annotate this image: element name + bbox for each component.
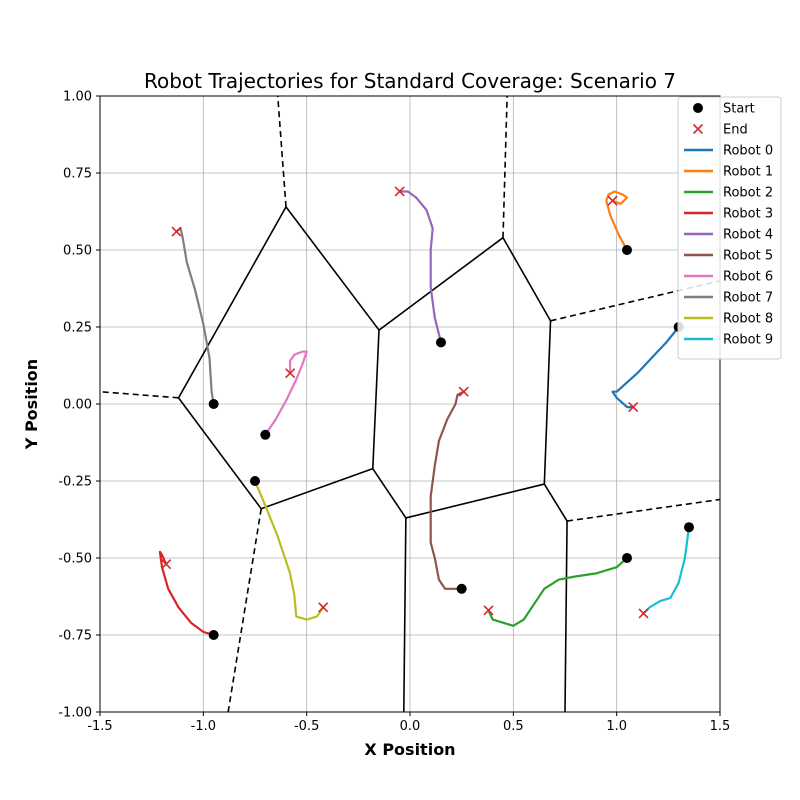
voronoi-edge [543, 483, 568, 522]
start-marker-robot-2 [622, 553, 632, 563]
x-axis-label: X Position [364, 740, 455, 759]
x-tick-label: 1.0 [606, 719, 627, 734]
start-marker-robot-6 [260, 429, 271, 440]
voronoi-edge-dashed [227, 508, 262, 713]
end-marker-robot-3 [161, 559, 172, 570]
legend-label-robot-6: Robot 6 [723, 270, 773, 285]
end-marker-stroke [394, 186, 405, 197]
end-marker-robot-1 [607, 195, 618, 206]
y-tick-label: -0.75 [58, 629, 92, 644]
voronoi-edge [564, 521, 568, 713]
end-marker-stroke [171, 226, 182, 237]
x-tick-label: 1.5 [710, 719, 731, 734]
end-marker-stroke [318, 602, 329, 613]
end-marker-stroke [285, 368, 296, 379]
legend-label-robot-3: Robot 3 [723, 207, 773, 222]
voronoi-edge [405, 483, 545, 519]
trajectory-robot-6 [264, 350, 308, 436]
trajectory-robot-3 [158, 550, 215, 637]
x-tick-labels: -1.5 -1.0 -0.5 0.0 0.5 1.0 1.5 [87, 712, 730, 734]
legend-end-swatch [692, 123, 704, 135]
voronoi-edge [260, 467, 374, 510]
end-marker-robot-5 [458, 386, 469, 397]
start-marker-robot-3 [208, 630, 219, 640]
start-marker-robot-8 [250, 476, 260, 486]
voronoi-edge [502, 237, 552, 322]
end-marker-robot-0 [628, 402, 639, 413]
end-marker-robot-6 [285, 368, 296, 379]
end-marker-robot-7 [171, 226, 182, 237]
legend-label-robot-0: Robot 0 [723, 144, 773, 159]
legend-label-robot-5: Robot 5 [723, 249, 773, 264]
y-tick-label: -0.25 [58, 475, 92, 490]
voronoi-edge-dashed [566, 498, 721, 522]
trajectory-robot-5 [429, 390, 465, 590]
voronoi-edge [285, 206, 380, 331]
voronoi-edge [403, 517, 407, 713]
end-marker-robot-2 [483, 605, 494, 616]
legend-label-robot-2: Robot 2 [723, 186, 773, 201]
legend: Start End Robot 0 Robot 1 Robot 2 Robot 3 Robo… [677, 96, 782, 360]
voronoi-edge [372, 468, 407, 519]
y-axis-label: Y Position [22, 359, 41, 450]
voronoi-edge [378, 237, 504, 331]
trajectory-robot-2 [487, 556, 629, 627]
y-tick-label: 0.50 [63, 244, 92, 259]
x-tick-label: 0.5 [503, 719, 524, 734]
voronoi-edge [543, 320, 552, 485]
y-tick-label: 1.00 [63, 90, 92, 105]
legend-label: End [723, 123, 748, 138]
legend-box [677, 96, 782, 360]
x-tick-label: -0.5 [294, 719, 319, 734]
end-marker-stroke [483, 605, 494, 616]
legend-label-robot-4: Robot 4 [723, 228, 773, 243]
end-marker-stroke [161, 559, 172, 570]
end-marker-stroke [458, 386, 469, 397]
voronoi-edge [177, 206, 287, 399]
y-tick-label: 0.00 [63, 398, 92, 413]
y-tick-label: 0.25 [63, 321, 92, 336]
legend-label-robot-8: Robot 8 [723, 312, 773, 327]
trajectory-robot-4 [398, 190, 443, 344]
start-marker-robot-5 [456, 583, 467, 594]
voronoi-edge-dashed [99, 390, 179, 399]
y-tick-label: 0.75 [63, 167, 92, 182]
start-marker-robot-9 [684, 522, 694, 533]
legend-start-swatch [693, 103, 703, 113]
trajectory-lines [158, 190, 691, 637]
end-marker-stroke [607, 195, 618, 206]
x-tick-label: -1.5 [87, 719, 112, 734]
trajectory-robot-0 [611, 325, 680, 409]
voronoi-edge [372, 330, 380, 469]
y-tick-labels: -1.00 -0.75 -0.50 -0.25 0.00 0.25 0.50 0.75 1.00 [58, 90, 100, 721]
end-marker-robot-8 [318, 602, 329, 613]
end-marker-stroke [628, 402, 639, 413]
chart-title: Robot Trajectories for Standard Coverage… [144, 69, 676, 93]
grid-lines [99, 95, 721, 713]
y-tick-label: -0.50 [58, 552, 92, 567]
end-marker-robot-9 [638, 608, 649, 619]
start-marker-robot-7 [208, 399, 219, 409]
end-marker-robot-4 [394, 186, 405, 197]
trajectory-robot-9 [642, 526, 691, 615]
y-tick-label: -1.00 [58, 706, 92, 721]
voronoi-partition [99, 95, 721, 713]
start-marker-robot-4 [436, 337, 446, 348]
voronoi-edge [177, 397, 262, 510]
trajectory-robot-7 [175, 227, 215, 406]
legend-label-robot-1: Robot 1 [723, 165, 773, 180]
trajectory-robot-8 [253, 479, 325, 621]
legend-label-robot-9: Robot 9 [723, 333, 773, 348]
x-tick-label: -1.0 [191, 719, 216, 734]
trajectory-robot-1 [605, 190, 629, 252]
legend-label: Start [723, 102, 755, 117]
voronoi-edge-dashed [502, 95, 508, 238]
start-end-markers [161, 186, 694, 640]
start-marker-robot-1 [622, 245, 632, 255]
x-tick-label: 0.0 [400, 719, 421, 734]
voronoi-edge-dashed [276, 95, 287, 207]
end-marker-stroke [638, 608, 649, 619]
legend-label-robot-7: Robot 7 [723, 291, 773, 306]
